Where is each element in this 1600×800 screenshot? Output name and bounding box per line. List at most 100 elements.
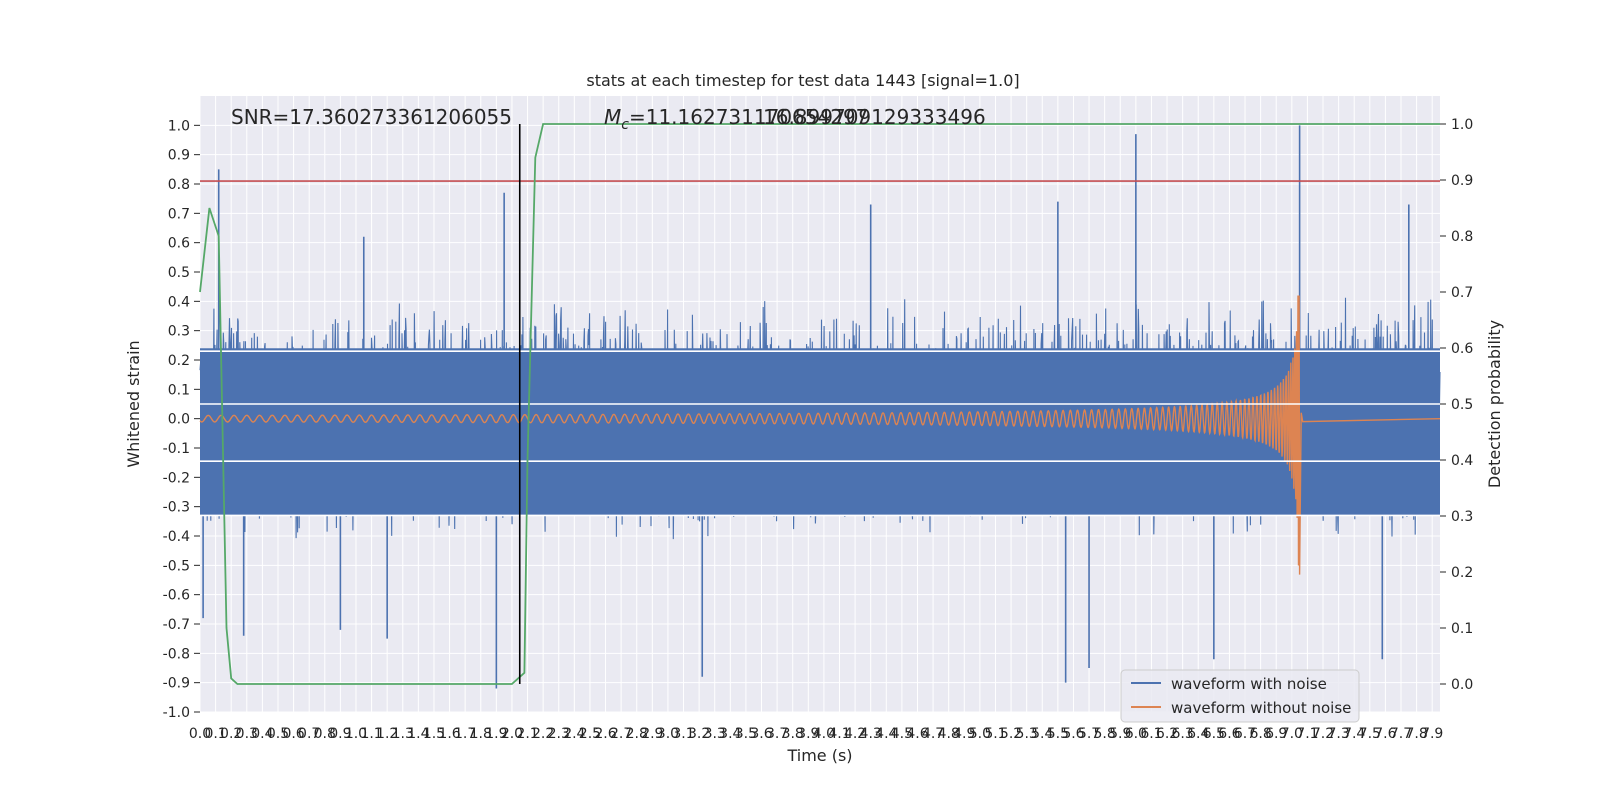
x-tick-label: 1.3 [392, 726, 414, 742]
x-tick-label: 2.3 [548, 726, 570, 742]
x-tick-label: 2.2 [532, 726, 554, 742]
y-tick-label: -0.1 [163, 441, 190, 457]
x-tick-label: 7.0 [1281, 726, 1303, 742]
mc-annotation: Mc=11.162731170654297 [604, 105, 868, 133]
x-tick-label: 4.6 [906, 726, 928, 742]
x-tick-label: 3.5 [735, 726, 757, 742]
x-tick-label: 0.9 [329, 726, 351, 742]
y-tick-label: 0.3 [168, 324, 190, 340]
x-tick-label: 4.3 [860, 726, 882, 742]
x-tick-label: 4.1 [828, 726, 850, 742]
legend-label-noise: waveform with noise [1171, 675, 1327, 693]
y-tick-label: 1.0 [168, 118, 190, 134]
y2-tick-label: 0.7 [1451, 285, 1473, 301]
y-tick-label: -0.7 [163, 617, 190, 633]
x-tick-label: 0.7 [298, 726, 320, 742]
x-tick-label: 3.0 [657, 726, 679, 742]
y-axis-left: -1.0 -0.9 -0.8 -0.7 -0.6 -0.5 -0.4 -0.3 -0.2 -0.1… [163, 118, 200, 721]
x-tick-label: 6.4 [1187, 726, 1209, 742]
x-tick-label: 0.2 [220, 726, 242, 742]
x-tick-label: 2.5 [579, 726, 601, 742]
y2-tick-label: 0.3 [1451, 509, 1473, 525]
legend-label-clean: waveform without noise [1171, 699, 1351, 717]
x-tick-label: 1.0 [345, 726, 367, 742]
y-axis-right: 0.0 0.1 0.2 0.3 0.4 0.5 0.6 0.7 0.8 0.9 1.0 [1440, 117, 1473, 693]
x-tick-label: 3.1 [672, 726, 694, 742]
x-tick-label: 7.5 [1359, 726, 1381, 742]
y-tick-label: -1.0 [163, 705, 190, 721]
x-tick-label: 7.9 [1421, 726, 1443, 742]
x-tick-label: 6.1 [1140, 726, 1162, 742]
y-tick-label: -0.6 [163, 588, 190, 604]
x-tick-label: 3.9 [797, 726, 819, 742]
y-axis-label: Whitened strain [124, 340, 143, 467]
y-tick-label: -0.9 [163, 676, 190, 692]
y-tick-label: 0.9 [168, 148, 190, 164]
x-tick-label: 6.8 [1249, 726, 1271, 742]
x-tick-label: 5.5 [1047, 726, 1069, 742]
x-tick-label: 0.0 [189, 726, 211, 742]
x-tick-label: 5.3 [1016, 726, 1038, 742]
x-tick-label: 7.4 [1343, 726, 1365, 742]
x-tick-label: 4.8 [938, 726, 960, 742]
x-tick-label: 0.4 [251, 726, 273, 742]
x-tick-label: 6.0 [1125, 726, 1147, 742]
x-tick-label: 0.5 [267, 726, 289, 742]
y-tick-label: -0.5 [163, 558, 190, 574]
x-tick-label: 6.9 [1265, 726, 1287, 742]
x-tick-label: 2.8 [626, 726, 648, 742]
x-tick-label: 4.0 [813, 726, 835, 742]
x-tick-label: 6.3 [1172, 726, 1194, 742]
x-tick-label: 1.9 [485, 726, 507, 742]
x-tick-label: 3.6 [750, 726, 772, 742]
chart-title: stats at each timestep for test data 144… [586, 71, 1019, 90]
y2-tick-label: 0.2 [1451, 565, 1473, 581]
y-tick-label: 0.2 [168, 353, 190, 369]
x-tick-label: 7.8 [1405, 726, 1427, 742]
y-tick-label: -0.4 [163, 529, 190, 545]
x-tick-label: 4.5 [891, 726, 913, 742]
x-tick-label: 1.8 [470, 726, 492, 742]
y-tick-label: 0.1 [168, 382, 190, 398]
x-tick-label: 5.0 [969, 726, 991, 742]
x-tick-label: 2.9 [641, 726, 663, 742]
y-tick-label: 0.5 [168, 265, 190, 281]
y-tick-label: -0.2 [163, 470, 190, 486]
y-tick-label: 0.4 [168, 294, 190, 310]
legend: waveform with noise waveform without noi… [1120, 669, 1360, 723]
y2-tick-label: 0.5 [1451, 397, 1473, 413]
x-tick-label: 2.6 [594, 726, 616, 742]
x-tick-label: 5.4 [1031, 726, 1053, 742]
series-probability-line [199, 123, 1440, 685]
extra-annotation: 16.899709129333496 [763, 105, 986, 129]
x-tick-label: 2.4 [563, 726, 585, 742]
y2-axis-label: Detection probability [1485, 320, 1504, 488]
x-tick-label: 7.7 [1390, 726, 1412, 742]
y-tick-label: -0.8 [163, 646, 190, 662]
x-tick-label: 7.2 [1312, 726, 1334, 742]
x-tick-label: 6.7 [1234, 726, 1256, 742]
x-tick-label: 1.7 [454, 726, 476, 742]
x-tick-label: 0.8 [314, 726, 336, 742]
y2-tick-label: 0.6 [1451, 341, 1473, 357]
x-tick-label: 6.6 [1218, 726, 1240, 742]
x-tick-label: 1.6 [438, 726, 460, 742]
x-tick-label: 3.3 [704, 726, 726, 742]
x-tick-label: 4.9 [953, 726, 975, 742]
x-tick-label: 4.7 [922, 726, 944, 742]
y2-tick-label: 0.1 [1451, 621, 1473, 637]
x-tick-label: 3.2 [688, 726, 710, 742]
x-tick-label: 7.1 [1296, 726, 1318, 742]
x-tick-label: 3.7 [766, 726, 788, 742]
x-tick-label: 7.6 [1374, 726, 1396, 742]
snr-annotation: SNR=17.360273361206055 [231, 105, 512, 129]
x-axis: 0.00.10.20.30.40.50.60.70.80.91.01.11.21… [189, 726, 1443, 742]
x-tick-label: 3.8 [782, 726, 804, 742]
x-tick-label: 0.6 [282, 726, 304, 742]
x-tick-label: 4.4 [875, 726, 897, 742]
x-tick-label: 1.5 [423, 726, 445, 742]
y-tick-label: 0.0 [168, 412, 190, 428]
x-tick-label: 5.2 [1000, 726, 1022, 742]
series-clean-line [199, 295, 1441, 575]
y-tick-label: 0.8 [168, 177, 190, 193]
